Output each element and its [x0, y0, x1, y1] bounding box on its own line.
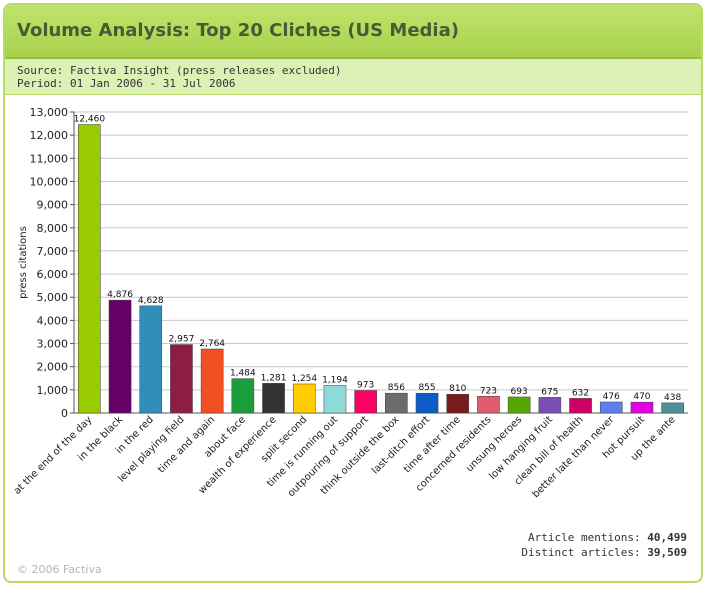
bar-value-label: 723 [480, 386, 497, 396]
title-bar: Volume Analysis: Top 20 Cliches (US Medi… [5, 5, 701, 59]
bar-value-label: 810 [449, 384, 466, 394]
bar [415, 392, 439, 414]
y-tick-label: 11,000 [30, 152, 69, 165]
y-tick-label: 7,000 [37, 245, 69, 258]
bar [507, 396, 531, 414]
bar-chart: 0 1,000 2,000 3,000 4,000 5,000 6,000 7,000 8,00… [12, 106, 688, 500]
bar [200, 348, 224, 414]
y-tick-label: 4,000 [37, 314, 69, 327]
source-text: Source: Factiva Insight (press releases … [17, 64, 342, 77]
period-text: Period: 01 Jan 2006 - 31 Jul 2006 [17, 77, 236, 90]
bar [292, 383, 316, 414]
bar-value-label: 675 [541, 387, 558, 397]
y-tick-label: 9,000 [37, 199, 69, 212]
bar-value-label: 4,628 [138, 296, 164, 306]
source-bar: Source: Factiva Insight (press releases … [5, 59, 701, 95]
bar-value-label: 973 [357, 380, 374, 390]
bar-value-label: 438 [664, 393, 681, 403]
bar [630, 401, 654, 414]
bar [231, 378, 255, 414]
y-tick-label: 13,000 [30, 106, 69, 119]
bar [569, 398, 592, 414]
bar-value-label: 1,281 [261, 373, 287, 383]
x-tick-label: unsung heroes [464, 414, 524, 474]
y-tick-label: 5,000 [37, 291, 69, 304]
y-tick-label: 6,000 [37, 268, 69, 281]
bar [108, 299, 132, 414]
bar [538, 397, 562, 414]
y-tick-label: 10,000 [30, 175, 69, 188]
y-tick-label: 12,000 [30, 129, 69, 142]
copyright-text: © 2006 Factiva [17, 563, 102, 576]
distinct-articles-label: Distinct articles: [521, 546, 641, 559]
bar-value-label: 855 [418, 383, 435, 393]
bar [139, 305, 163, 414]
article-mentions-value: 40,499 [647, 531, 687, 544]
bar-value-label: 2,957 [169, 335, 195, 345]
y-tick-label: 8,000 [37, 222, 69, 235]
bar-value-label: 476 [603, 392, 620, 402]
y-tick-label: 1,000 [37, 384, 69, 397]
bar [78, 124, 101, 414]
bar [446, 393, 470, 414]
bar [354, 390, 377, 414]
chart-panel: Volume Analysis: Top 20 Cliches (US Medi… [3, 3, 703, 583]
y-axis-title: press citations [18, 226, 29, 299]
y-tick-label: 2,000 [37, 361, 69, 374]
bar [599, 401, 623, 414]
x-tick-label: time after time [402, 414, 463, 475]
article-mentions: Article mentions: 40,499 [528, 531, 687, 544]
bar-value-label: 1,484 [230, 369, 256, 379]
bar-value-label: 856 [388, 383, 405, 393]
bar [477, 396, 500, 414]
bar [385, 392, 408, 414]
x-tick-label: time and again [156, 414, 217, 475]
bar-value-label: 12,460 [74, 115, 106, 125]
y-tick-label: 3,000 [37, 338, 69, 351]
distinct-articles: Distinct articles: 39,509 [521, 546, 687, 559]
article-mentions-label: Article mentions: [528, 531, 641, 544]
bar-value-label: 1,194 [322, 375, 348, 385]
y-tick-label: 0 [61, 407, 68, 420]
bar [262, 383, 285, 414]
bar-value-label: 470 [633, 392, 650, 402]
bar-value-label: 4,876 [107, 290, 133, 300]
bar-value-label: 2,764 [199, 339, 225, 349]
bar [170, 344, 193, 414]
distinct-articles-value: 39,509 [647, 546, 687, 559]
bar-value-label: 632 [572, 388, 589, 398]
bar-value-label: 693 [511, 387, 528, 397]
bar [661, 402, 684, 414]
bar [323, 385, 347, 414]
bar-value-label: 1,254 [291, 374, 317, 384]
page-title: Volume Analysis: Top 20 Cliches (US Medi… [17, 20, 459, 41]
